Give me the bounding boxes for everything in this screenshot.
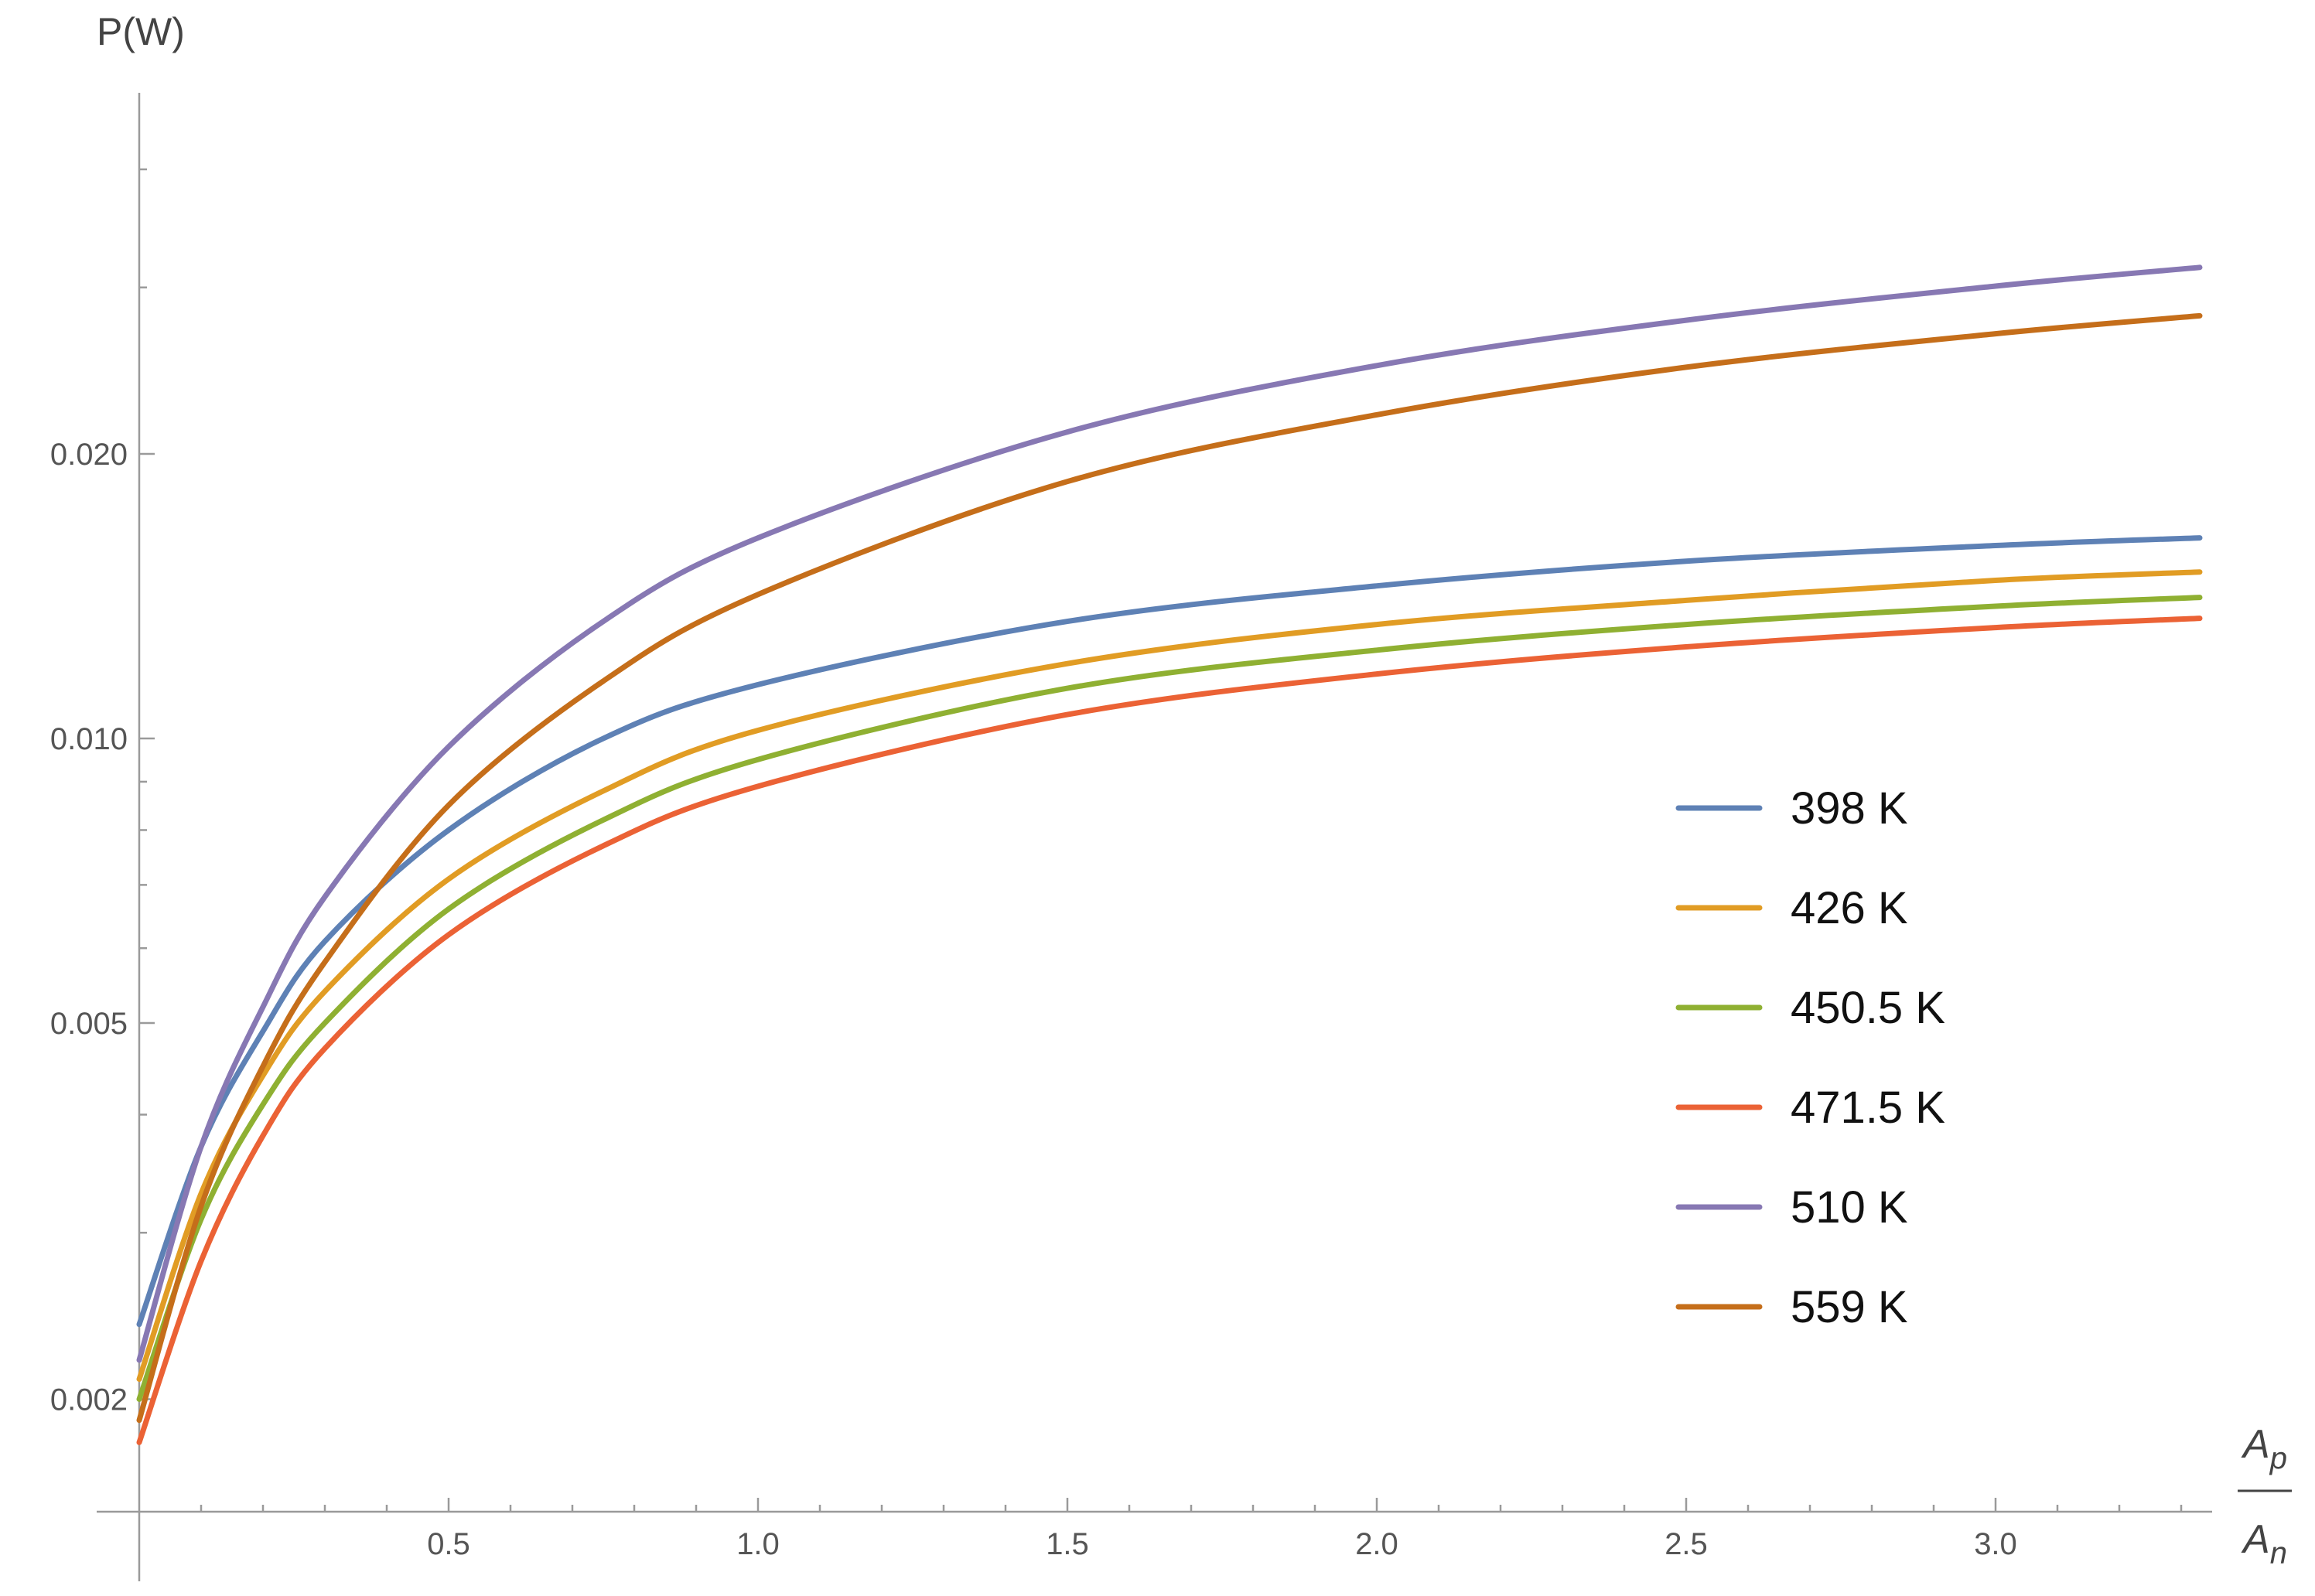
x-tick-label: 1.0 [736,1527,780,1561]
series-line-450-5-k [136,595,2203,1402]
x-axis-title-numerator: Ap [2241,1422,2287,1475]
axes [97,93,2212,1581]
y-tick-label: 0.020 [50,438,128,472]
legend-label: 398 K [1791,783,1908,834]
y-axis-title: P(W) [97,10,185,53]
series-line-471-5-k [136,616,2203,1445]
x-tick-label: 1.5 [1046,1527,1089,1561]
ticks: 0.5 1.0 1.5 2.0 2.5 3.0 0.002 0.005 0.010 0.020 [50,168,2183,1561]
legend-label: 450.5 K [1791,983,1945,1033]
series-line-559-k [136,312,2203,1424]
legend: 398 K 426 K 450.5 K 471.5 K 510 K 559 K [1675,783,1945,1332]
legend-label: 426 K [1791,883,1908,933]
x-axis-title: Ap An [2238,1422,2292,1570]
x-axis-title-denominator: An [2241,1517,2287,1570]
x-tick-label: 2.5 [1665,1527,1708,1561]
legend-label: 510 K [1791,1182,1908,1233]
legend-label: 471.5 K [1791,1083,1945,1133]
y-tick-label: 0.010 [50,722,128,756]
y-tick-label: 0.002 [50,1383,128,1417]
series-group [136,264,2203,1445]
y-tick-label: 0.005 [50,1007,128,1041]
x-tick-label: 3.0 [1974,1527,2017,1561]
series-line-426-k [136,569,2203,1383]
series-line-510-k [136,264,2203,1363]
x-tick-label: 2.0 [1355,1527,1398,1561]
series-line-398-k [136,535,2203,1328]
x-tick-label: 0.5 [427,1527,470,1561]
legend-label: 559 K [1791,1282,1908,1332]
